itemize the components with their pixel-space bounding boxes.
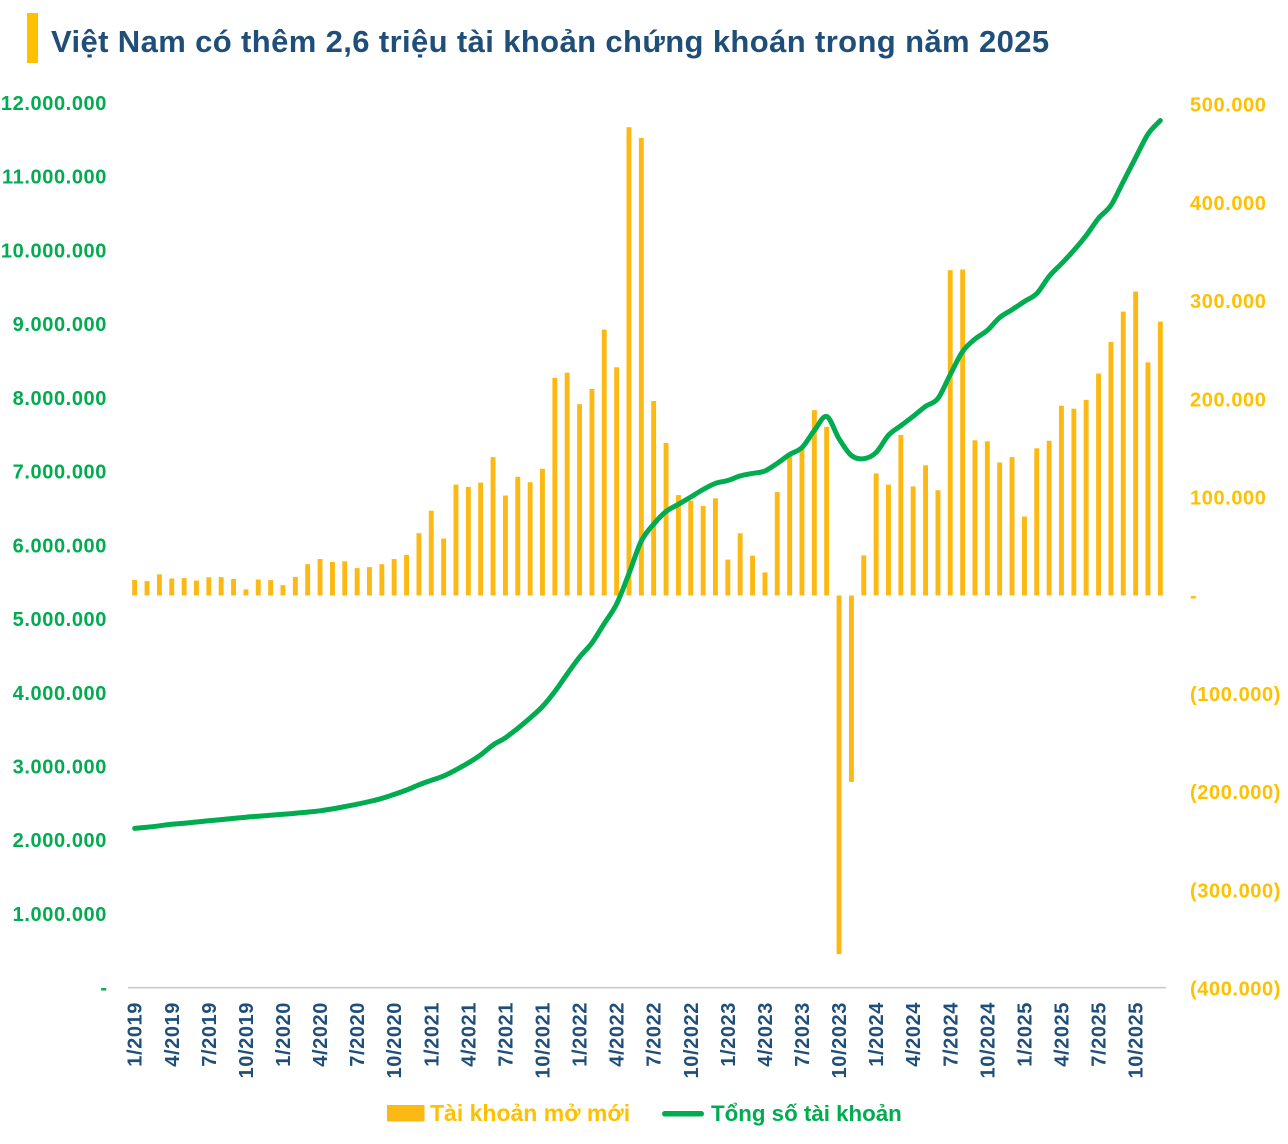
svg-text:5.000.000: 5.000.000 [13, 609, 107, 631]
svg-text:10/2019: 10/2019 [236, 1002, 258, 1079]
svg-text:4/2021: 4/2021 [458, 1002, 480, 1067]
svg-text:1/2022: 1/2022 [570, 1002, 592, 1067]
svg-text:10/2022: 10/2022 [681, 1002, 703, 1079]
svg-text:400.000: 400.000 [1190, 193, 1267, 215]
svg-text:(100.000): (100.000) [1190, 684, 1281, 706]
svg-text:1/2021: 1/2021 [421, 1002, 443, 1067]
svg-text:(400.000): (400.000) [1190, 979, 1281, 1001]
svg-text:4/2023: 4/2023 [755, 1002, 777, 1067]
svg-text:1/2020: 1/2020 [273, 1002, 295, 1067]
svg-text:10/2020: 10/2020 [384, 1002, 406, 1079]
svg-text:7.000.000: 7.000.000 [13, 462, 107, 484]
svg-text:7/2022: 7/2022 [644, 1002, 666, 1067]
svg-text:3.000.000: 3.000.000 [13, 757, 107, 779]
svg-text:-: - [100, 978, 107, 1000]
svg-text:7/2023: 7/2023 [792, 1002, 814, 1067]
svg-text:9.000.000: 9.000.000 [13, 314, 107, 336]
svg-text:8.000.000: 8.000.000 [13, 388, 107, 410]
svg-text:(300.000): (300.000) [1190, 880, 1281, 902]
svg-text:11.000.000: 11.000.000 [2, 167, 107, 189]
svg-text:Tài khoản mở mới: Tài khoản mở mới [430, 1100, 630, 1126]
svg-text:7/2019: 7/2019 [199, 1002, 221, 1067]
svg-text:Tổng số tài khoản: Tổng số tài khoản [711, 1101, 902, 1126]
svg-text:10/2024: 10/2024 [977, 1002, 999, 1079]
svg-text:10/2023: 10/2023 [829, 1002, 851, 1079]
svg-text:1/2024: 1/2024 [866, 1002, 888, 1067]
svg-text:1/2023: 1/2023 [718, 1002, 740, 1067]
svg-text:4/2025: 4/2025 [1052, 1002, 1074, 1067]
svg-text:6.000.000: 6.000.000 [13, 535, 107, 557]
svg-text:1.000.000: 1.000.000 [13, 904, 107, 926]
svg-text:4/2019: 4/2019 [162, 1002, 184, 1067]
svg-text:10/2025: 10/2025 [1126, 1002, 1148, 1079]
svg-text:7/2025: 7/2025 [1089, 1002, 1111, 1067]
svg-text:7/2020: 7/2020 [347, 1002, 369, 1067]
svg-text:7/2021: 7/2021 [495, 1002, 517, 1067]
svg-text:7/2024: 7/2024 [940, 1002, 962, 1067]
svg-text:100.000: 100.000 [1190, 488, 1267, 510]
svg-text:1/2019: 1/2019 [125, 1002, 147, 1067]
svg-text:200.000: 200.000 [1190, 389, 1267, 411]
svg-text:2.000.000: 2.000.000 [13, 830, 107, 852]
svg-text:4/2024: 4/2024 [903, 1002, 925, 1067]
svg-text:1/2025: 1/2025 [1014, 1002, 1036, 1067]
svg-text:(200.000): (200.000) [1190, 782, 1281, 804]
svg-text:10.000.000: 10.000.000 [1, 240, 107, 262]
svg-text:10/2021: 10/2021 [533, 1002, 555, 1079]
svg-text:-: - [1190, 586, 1197, 608]
svg-text:12.000.000: 12.000.000 [1, 93, 107, 115]
svg-text:4/2020: 4/2020 [310, 1002, 332, 1067]
svg-text:500.000: 500.000 [1190, 95, 1267, 117]
svg-text:300.000: 300.000 [1190, 291, 1267, 313]
svg-text:4/2022: 4/2022 [607, 1002, 629, 1067]
svg-text:4.000.000: 4.000.000 [13, 683, 107, 705]
